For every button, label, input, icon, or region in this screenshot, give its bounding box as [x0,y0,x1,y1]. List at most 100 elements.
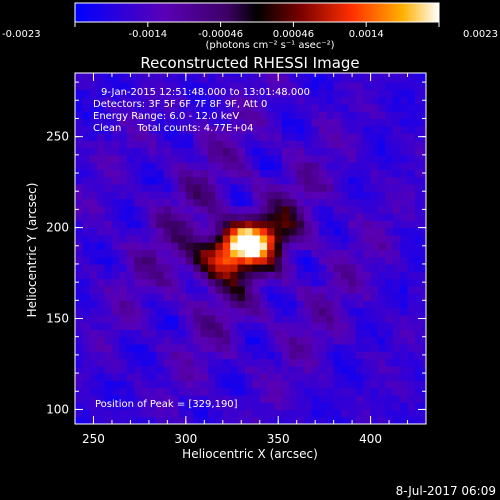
heatmap-cell [407,351,416,360]
heatmap-cell [363,263,372,272]
heatmap-cell [111,343,120,352]
heatmap-cell [119,176,128,185]
heatmap-cell [222,183,231,192]
heatmap-cell [111,271,120,280]
heatmap-cell [318,191,327,200]
heatmap-cell [392,373,401,381]
heatmap-cell [208,147,216,156]
heatmap-cell [392,271,401,280]
heatmap-cell [193,118,202,127]
heatmap-cell [363,387,372,396]
heatmap-cell [89,118,98,127]
heatmap-cell [348,74,357,83]
heatmap-cell [259,373,268,381]
heatmap-cell [82,293,91,301]
heatmap-cell [82,336,91,345]
heatmap-cell [193,213,202,221]
heatmap-cell [141,336,150,345]
heatmap-cell [237,394,246,403]
heatmap-cell [222,198,231,207]
heatmap-cell [252,227,261,236]
heatmap-cell [178,220,187,229]
heatmap-cell [89,234,98,243]
heatmap-cell [414,409,423,418]
heatmap-cell [377,387,386,396]
heatmap-cell [171,227,180,236]
heatmap-cell [237,322,246,331]
heatmap-cell [355,133,364,141]
heatmap-cell [422,256,426,265]
heatmap-cell [82,220,91,229]
heatmap-cell [119,394,128,403]
heatmap-cell [82,343,91,352]
heatmap-cell [289,140,298,149]
heatmap-cell [119,198,128,207]
heatmap-cell [156,96,165,105]
heatmap-cell [82,169,91,178]
heatmap-cell [392,111,401,120]
heatmap-cell [185,147,194,156]
heatmap-cell [244,307,253,316]
heatmap-cell [296,343,305,352]
heatmap-cell [400,213,409,221]
heatmap-cell [281,125,290,134]
heatmap-cell [82,191,91,200]
heatmap-cell [355,191,364,200]
heatmap-cell [267,147,276,156]
heatmap-cell [252,234,261,243]
heatmap-cell [370,380,379,389]
heatmap-cell [156,191,165,200]
heatmap-cell [237,285,246,294]
heatmap-cell [141,73,150,76]
heatmap-cell [259,234,268,243]
heatmap-cell [400,147,409,156]
heatmap-cell [422,358,426,367]
heatmap-cell [200,307,209,316]
heatmap-cell [215,416,224,424]
heatmap-cell [414,89,423,98]
heatmap-cell [156,380,165,389]
heatmap-cell [311,249,320,258]
heatmap-cell [230,373,239,381]
heatmap-cell [97,176,106,185]
heatmap-cell [289,89,298,98]
heatmap-cell [304,213,313,221]
heatmap-cell [370,307,379,316]
heatmap-cell [237,118,246,127]
heatmap-cell [119,322,128,331]
heatmap-cell [363,74,372,83]
heatmap-cell [370,205,379,214]
heatmap-cell [237,96,246,105]
heatmap-cell [244,133,253,141]
heatmap-cell [148,322,157,331]
heatmap-cell [171,220,180,229]
heatmap-cell [148,249,157,258]
heatmap-cell [363,416,372,424]
heatmap-cell [148,198,157,207]
heatmap-cell [385,118,394,127]
heatmap-cell [141,263,150,272]
heatmap-cell [193,162,202,170]
heatmap-cell [163,96,172,105]
heatmap-cell [318,111,327,120]
heatmap-cell [333,285,342,294]
heatmap-cell [97,205,106,214]
heatmap-cell [134,227,143,236]
heatmap-cell [370,234,379,243]
heatmap-cell [97,380,106,389]
heatmap-cell [208,351,216,360]
heatmap-cell [230,249,239,258]
heatmap-cell [377,293,386,301]
heatmap-cell [289,293,298,301]
heatmap-cell [274,140,283,149]
heatmap-cell [341,162,350,170]
heatmap-cell [104,358,113,367]
heatmap-cell [304,336,313,345]
heatmap-cell [400,351,409,360]
heatmap-cell [97,96,106,105]
heatmap-cell [392,365,401,374]
heatmap-cell [252,74,261,83]
heatmap-cell [370,227,379,236]
heatmap-cell [215,409,224,418]
heatmap-cell [134,380,143,389]
